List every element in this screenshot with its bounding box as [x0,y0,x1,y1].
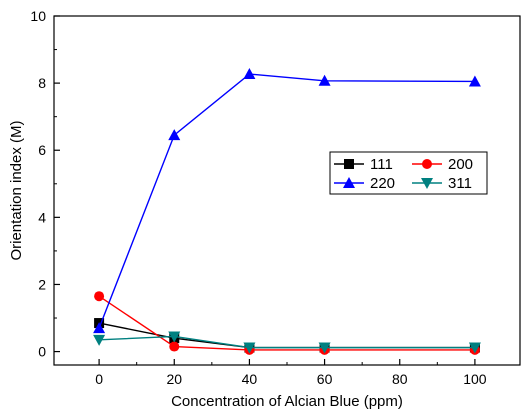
y-axis-label: Orientation index (M) [8,120,25,260]
legend-entry-220: 220 [334,175,395,192]
legend: 111 200 220 311 [329,151,488,195]
series-line-200 [98,295,475,351]
data-point-311 [318,342,331,354]
x-axis-label: Concentration of Alcian Blue (ppm) [171,393,403,410]
legend-entry-111: 111 [334,156,393,173]
x-tick-label: 0 [95,371,103,387]
legend-marker [421,178,433,189]
x-tick-label: 40 [242,371,258,387]
x-tick-label: 20 [166,371,182,387]
legend-marker [422,159,432,169]
legend-entry-311: 311 [412,175,472,192]
legend-label: 220 [370,175,395,192]
y-tick-label: 0 [38,344,46,360]
series-200 [94,291,480,355]
legend-label: 311 [448,175,472,192]
series-220 [93,68,481,334]
data-point-220 [93,322,106,334]
legend-entry-200: 200 [412,156,473,173]
x-tick-label: 100 [463,371,487,387]
x-tick-label: 60 [317,371,333,387]
legend-marker [344,159,354,169]
data-point-311 [243,342,256,354]
legend-box [329,151,488,195]
y-tick-label: 2 [38,276,46,292]
axis-ticks: 0 20 40 60 80 100 0 2 4 6 8 10 [30,8,486,387]
legend-marker [343,177,355,188]
data-point-200 [169,341,180,352]
series-group [93,68,481,355]
series-311 [93,331,481,354]
series-line-220 [98,73,475,329]
data-point-220 [318,74,331,86]
y-tick-label: 8 [38,75,46,91]
data-point-311 [168,331,181,343]
data-point-311 [468,342,481,354]
y-tick-label: 10 [30,8,46,24]
x-tick-label: 80 [392,371,408,387]
y-tick-label: 6 [38,142,46,158]
plot-frame [53,15,521,366]
data-point-220 [468,75,481,87]
series-line-111 [98,322,475,349]
series-line-311 [99,335,475,349]
data-point-220 [243,68,256,80]
y-tick-label: 4 [38,209,46,225]
data-point-311 [93,334,106,346]
legend-label: 200 [448,156,473,173]
data-point-200 [94,291,105,302]
data-point-220 [168,129,181,141]
legend-label: 111 [370,156,393,173]
